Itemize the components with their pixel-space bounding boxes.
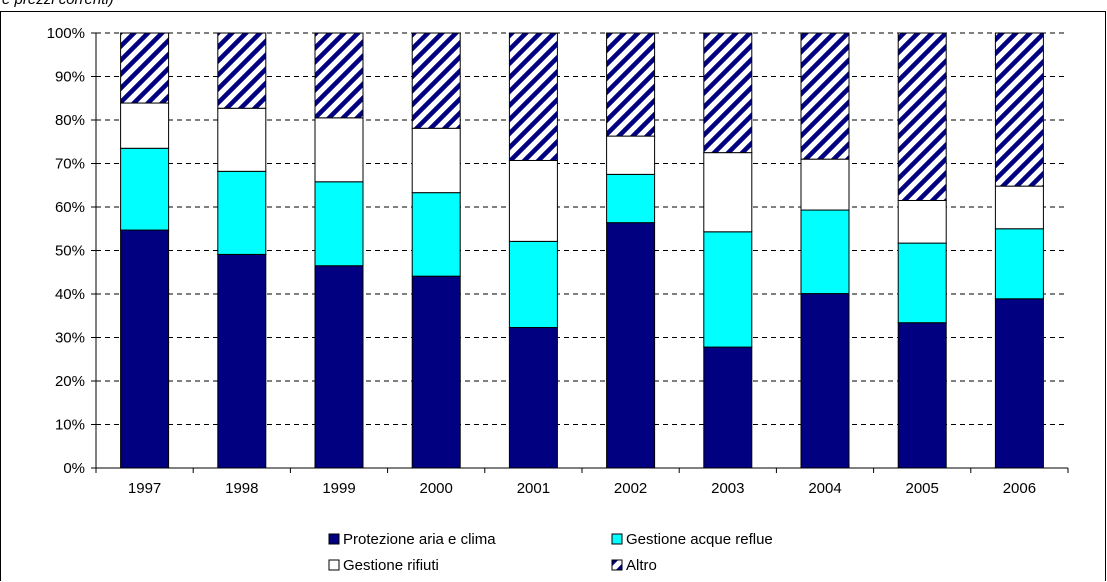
y-tick-label: 90%	[55, 69, 85, 86]
legend-swatch	[328, 533, 340, 545]
y-tick-label: 100%	[47, 25, 85, 42]
bar-segment: Gestione rifiuti 2004: 11.7%	[800, 158, 850, 211]
y-tick-label: 40%	[55, 286, 85, 303]
y-tick-label: 60%	[55, 199, 85, 216]
bar-segment: Altro 2004: 29%	[800, 32, 850, 160]
bar-segment: Altro 1998: 17.3%	[217, 32, 267, 109]
bar-segment: Protezione aria e clima 2000: 44.1%	[411, 275, 461, 469]
bar-segment: Protezione aria e clima 2005: 33.4%	[897, 322, 947, 469]
bar-segment: Gestione acque reflue 2003: 26.5%	[703, 231, 753, 348]
y-tick-label: 10%	[55, 417, 85, 434]
bar-segment: Altro 1999: 19.5%	[314, 32, 364, 119]
x-tick-label: 1998	[225, 480, 258, 497]
y-tick-label: 50%	[55, 243, 85, 260]
bar-segment: Gestione rifiuti 2005: 9.8%	[897, 199, 947, 244]
bar-segment: Gestione acque reflue 2001: 19.8%	[508, 240, 558, 328]
bar-segment: Gestione rifiuti 1999: 14.7%	[314, 117, 364, 183]
bar-segment: Altro 2003: 27.5%	[703, 32, 753, 154]
x-tick-label: 2006	[1003, 480, 1036, 497]
x-tick-label: 2003	[711, 480, 744, 497]
legend-swatch	[611, 533, 623, 545]
legend-swatch	[328, 559, 340, 571]
x-tick-label: 2004	[808, 480, 841, 497]
bar-segment: Altro 2000: 21.9%	[411, 32, 461, 129]
chart-frame: Protezione aria e clima 1997: 54.7%Gesti…	[0, 11, 1106, 581]
bar-segment: Protezione aria e clima 2004: 40.1%	[800, 293, 850, 469]
bar-segment: Gestione rifiuti 2002: 8.8%	[606, 135, 656, 175]
stacked-bar-chart: Protezione aria e clima 1997: 54.7%Gesti…	[47, 25, 1069, 574]
legend-label: Gestione rifiuti	[343, 557, 439, 574]
bar-segment: Protezione aria e clima 1997: 54.7%	[120, 229, 170, 469]
bar-segment: Gestione acque reflue 2000: 19.2%	[411, 192, 461, 277]
x-tick-label: 2000	[420, 480, 453, 497]
y-tick-label: 0%	[63, 460, 85, 477]
bar-segment: Gestione acque reflue 2004: 19.2%	[800, 209, 850, 295]
y-tick-label: 80%	[55, 112, 85, 129]
bar-segment: Protezione aria e clima 2003: 27.8%	[703, 346, 753, 469]
bar-segment: Protezione aria e clima 1998: 49.1%	[217, 253, 267, 469]
legend-swatch	[611, 559, 623, 571]
legend-label: Altro	[626, 557, 657, 574]
y-tick-label: 70%	[55, 156, 85, 173]
bar-segment: Protezione aria e clima 2006: 38.9%	[994, 298, 1044, 469]
bar-segment: Gestione rifiuti 2006: 9.8%	[994, 185, 1044, 230]
caption-fragment: e prezzi correnti)	[2, 0, 114, 8]
legend-label: Gestione acque reflue	[626, 531, 773, 548]
bar-segment: Gestione acque reflue 2006: 16.1%	[994, 228, 1044, 300]
bar-segment: Gestione rifiuti 1997: 10.4%	[120, 102, 170, 149]
bar-segment: Gestione rifiuti 1998: 14.5%	[217, 107, 267, 172]
x-tick-label: 2005	[906, 480, 939, 497]
axes	[91, 32, 1069, 473]
bar-segment: Gestione acque reflue 1999: 19.3%	[314, 181, 364, 267]
bar-segment: Gestione acque reflue 2005: 18.3%	[897, 242, 947, 324]
bar-segment: Gestione acque reflue 1997: 18.8%	[120, 147, 170, 231]
bar-segment: Altro 2002: 23.7%	[606, 32, 656, 137]
bar-segment: Gestione rifiuti 2000: 14.8%	[411, 127, 461, 194]
x-tick-label: 2002	[614, 480, 647, 497]
legend: Protezione aria e clima Gestione acque re…	[328, 531, 773, 574]
bars: Protezione aria e clima 1997: 54.7%Gesti…	[120, 32, 1044, 469]
bar-segment: Altro 1997: 16.1%	[120, 32, 170, 104]
bar-segment: Protezione aria e clima 1999: 46.5%	[314, 265, 364, 469]
bar-segment: Gestione acque reflue 1998: 19.1%	[217, 170, 267, 255]
bar-segment: Protezione aria e clima 2001: 32.3%	[508, 326, 558, 469]
bar-segment: Gestione rifiuti 2001: 18.6%	[508, 159, 558, 242]
y-tick-label: 30%	[55, 330, 85, 347]
bar-segment: Gestione acque reflue 2002: 11.1%	[606, 173, 656, 224]
legend-label: Protezione aria e clima	[343, 531, 496, 548]
x-tick-label: 2001	[517, 480, 550, 497]
bar-segment: Protezione aria e clima 2002: 56.4%	[606, 222, 656, 469]
tick-labels: 0% 10% 20% 30% 40% 50% 60% 70% 80% 90% 100% 1997 199…	[47, 25, 1036, 497]
bar-segment: Altro 2001: 29.3%	[508, 32, 558, 161]
x-tick-label: 1997	[128, 480, 161, 497]
y-tick-label: 20%	[55, 373, 85, 390]
bar-segment: Altro 2006: 35.2%	[994, 32, 1044, 187]
bar-segment: Gestione rifiuti 2003: 18.2%	[703, 152, 753, 233]
x-tick-label: 1999	[322, 480, 355, 497]
bar-segment: Altro 2005: 38.5%	[897, 32, 947, 201]
